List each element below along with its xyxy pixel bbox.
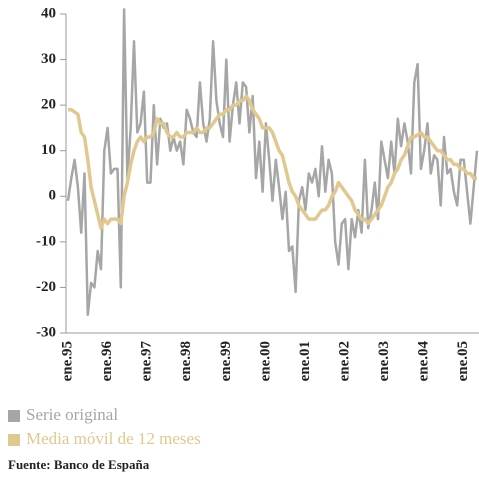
x-tick-label: ene.04 [416,341,432,382]
legend-swatch [8,410,20,422]
y-tick-label: 40 [41,5,56,21]
x-tick-label: ene.01 [297,341,313,381]
x-tick-label: ene.97 [139,341,155,382]
y-tick-label: -10 [36,233,56,249]
y-tick-label: 10 [41,142,56,158]
line [68,94,477,230]
y-tick-label: 0 [49,188,57,204]
x-tick-label: ene.00 [257,341,273,381]
x-tick-label: ene.02 [337,341,353,381]
legend-swatch [8,434,20,446]
x-tick-label: ene.99 [218,341,234,381]
legend-label: Media móvil de 12 meses [26,429,201,448]
y-tick-label: 30 [41,51,56,67]
x-tick-label: ene.95 [59,341,75,381]
x-tick-label: ene.96 [99,341,115,382]
legend-label: Serie original [26,405,118,424]
x-tick-label: ene.98 [178,341,194,381]
y-tick-label: -30 [36,324,56,340]
x-tick-label: ene.05 [455,341,471,381]
x-tick-label: ene.03 [376,341,392,381]
line [66,8,479,317]
y-tick-label: 20 [41,97,56,113]
y-tick-label: -20 [36,279,56,295]
source: Fuente: Banco de España [8,457,150,472]
